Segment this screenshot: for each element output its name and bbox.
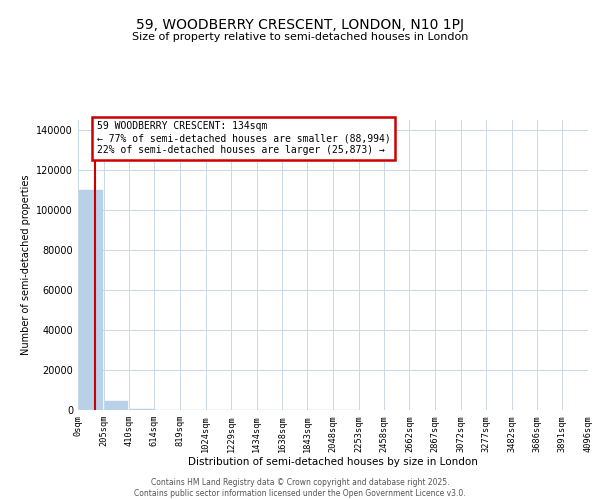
Text: Size of property relative to semi-detached houses in London: Size of property relative to semi-detach… <box>132 32 468 42</box>
Text: 59, WOODBERRY CRESCENT, LONDON, N10 1PJ: 59, WOODBERRY CRESCENT, LONDON, N10 1PJ <box>136 18 464 32</box>
Text: 59 WOODBERRY CRESCENT: 134sqm
← 77% of semi-detached houses are smaller (88,994): 59 WOODBERRY CRESCENT: 134sqm ← 77% of s… <box>97 122 391 154</box>
Bar <box>104 401 128 410</box>
Bar <box>79 190 103 410</box>
Y-axis label: Number of semi-detached properties: Number of semi-detached properties <box>21 175 31 355</box>
X-axis label: Distribution of semi-detached houses by size in London: Distribution of semi-detached houses by … <box>188 457 478 467</box>
Text: Contains HM Land Registry data © Crown copyright and database right 2025.
Contai: Contains HM Land Registry data © Crown c… <box>134 478 466 498</box>
